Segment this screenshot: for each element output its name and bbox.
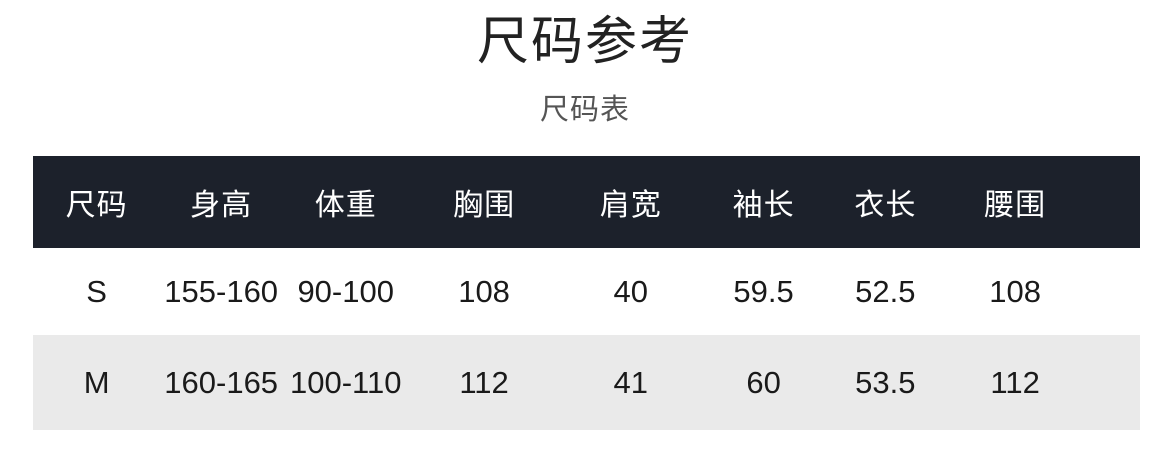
cell-shoulder: 40 [613,273,648,309]
column-header-waist: 腰围 [984,189,1047,222]
size-row-m: M 160-165 100-110 112 41 60 53.5 112 [33,335,1140,430]
column-header-sleeve-length: 袖长 [732,189,795,222]
cell-weight: 90-100 [297,273,394,309]
cell-garment-length: 52.5 [855,273,916,309]
column-header-height: 身高 [190,189,253,222]
cell-waist: 112 [990,364,1040,400]
size-table-header-row: 尺码 身高 体重 胸围 肩宽 袖长 衣长 腰围 [33,156,1140,248]
cell-sleeve-length: 60 [746,364,781,400]
cell-shoulder: 41 [613,364,648,400]
size-table: 尺码 身高 体重 胸围 肩宽 袖长 衣长 腰围 S 155-160 90-100… [33,156,1140,430]
column-header-bust: 胸围 [453,189,516,222]
cell-sleeve-length: 59.5 [733,273,794,309]
cell-size: M [83,364,110,400]
size-row-s: S 155-160 90-100 108 40 59.5 52.5 108 [33,248,1140,335]
column-header-size: 尺码 [65,189,128,222]
cell-bust: 112 [459,364,509,400]
table-caption: 尺码表 [539,94,630,126]
cell-waist: 108 [989,273,1041,309]
column-header-garment-length: 衣长 [854,189,917,222]
cell-height: 160-165 [164,364,279,400]
cell-bust: 108 [458,273,510,309]
column-header-shoulder: 肩宽 [599,189,662,222]
page-title: 尺码参考 [476,13,693,71]
cell-weight: 100-110 [289,364,402,400]
cell-garment-length: 53.5 [855,364,916,400]
cell-size: S [86,273,107,309]
cell-height: 155-160 [164,273,279,309]
column-header-weight: 体重 [314,189,377,222]
